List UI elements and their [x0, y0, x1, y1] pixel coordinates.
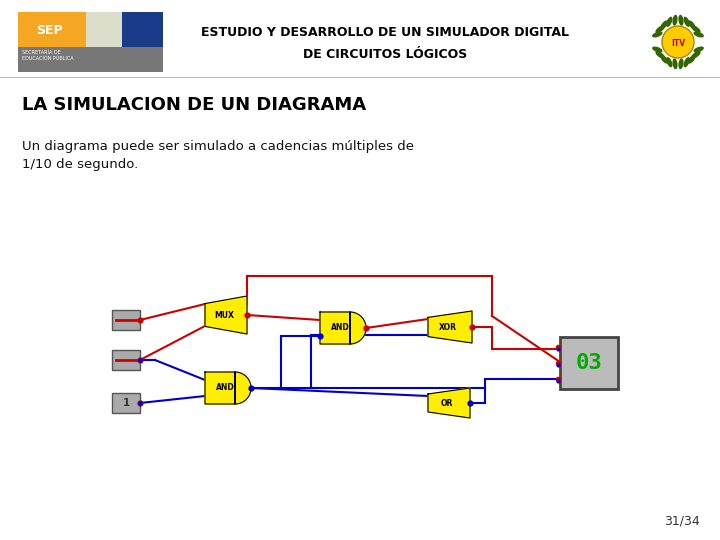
Ellipse shape: [666, 17, 672, 27]
Ellipse shape: [691, 25, 701, 33]
Text: Un diagrama puede ser simulado a cadencias múltiples de: Un diagrama puede ser simulado a cadenci…: [22, 140, 414, 153]
Text: OR: OR: [441, 399, 453, 408]
Text: AND: AND: [331, 323, 350, 333]
FancyBboxPatch shape: [112, 393, 140, 413]
Ellipse shape: [688, 21, 696, 30]
Ellipse shape: [660, 21, 668, 30]
Polygon shape: [428, 388, 470, 418]
Ellipse shape: [666, 57, 672, 68]
Ellipse shape: [652, 31, 662, 37]
Text: XOR: XOR: [438, 322, 456, 332]
Text: DE CIRCUITOS LÓGICOS: DE CIRCUITOS LÓGICOS: [303, 48, 467, 60]
Ellipse shape: [660, 55, 668, 64]
Polygon shape: [428, 311, 472, 343]
Ellipse shape: [683, 57, 690, 68]
Polygon shape: [205, 372, 251, 404]
FancyBboxPatch shape: [560, 337, 618, 389]
Ellipse shape: [693, 31, 704, 37]
Text: SEP: SEP: [37, 24, 63, 37]
Text: LA SIMULACION DE UN DIAGRAMA: LA SIMULACION DE UN DIAGRAMA: [22, 96, 366, 114]
Ellipse shape: [655, 51, 665, 58]
FancyBboxPatch shape: [122, 12, 163, 47]
Polygon shape: [320, 312, 366, 344]
Ellipse shape: [678, 58, 683, 69]
Text: AND: AND: [216, 383, 235, 393]
FancyBboxPatch shape: [86, 12, 122, 47]
Text: 1/10 de segundo.: 1/10 de segundo.: [22, 158, 138, 171]
Text: SECRETARÍA DE
EDUCACIÓN PÚBLICA: SECRETARÍA DE EDUCACIÓN PÚBLICA: [22, 50, 73, 61]
Ellipse shape: [672, 58, 678, 69]
FancyBboxPatch shape: [112, 310, 140, 330]
Ellipse shape: [693, 46, 704, 52]
Text: MUX: MUX: [214, 310, 234, 320]
Polygon shape: [205, 296, 247, 334]
FancyBboxPatch shape: [18, 12, 86, 47]
Text: ESTUDIO Y DESARROLLO DE UN SIMULADOR DIGITAL: ESTUDIO Y DESARROLLO DE UN SIMULADOR DIG…: [201, 26, 569, 39]
FancyBboxPatch shape: [112, 350, 140, 370]
FancyBboxPatch shape: [18, 47, 163, 72]
Ellipse shape: [672, 15, 678, 26]
Ellipse shape: [652, 46, 662, 52]
Text: 03: 03: [575, 353, 603, 373]
Ellipse shape: [683, 17, 690, 27]
Text: ITV: ITV: [671, 38, 685, 48]
Ellipse shape: [678, 15, 683, 26]
Text: 31/34: 31/34: [665, 515, 700, 528]
Ellipse shape: [655, 25, 665, 33]
Text: 1: 1: [122, 398, 130, 408]
Ellipse shape: [688, 55, 696, 64]
Circle shape: [662, 26, 694, 58]
Ellipse shape: [691, 51, 701, 58]
